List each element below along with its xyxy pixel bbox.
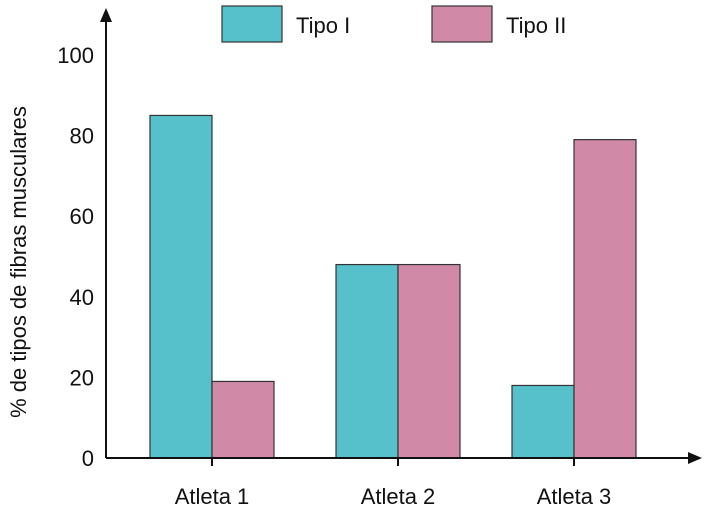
x-tick-label: Atleta 2 [361,484,436,509]
x-tick-label: Atleta 1 [175,484,250,509]
bars [149,114,637,459]
legend-label-tipo-i: Tipo I [296,13,350,38]
y-tick-label: 40 [70,285,94,310]
x-axis-arrow [688,452,702,464]
bar-tipo-i-atleta-2 [335,263,399,459]
bar-tipo-ii-atleta-2 [397,263,461,459]
y-tick-label: 0 [82,446,94,471]
x-tick-label: Atleta 3 [537,484,612,509]
bar-tipo-i-atleta-1 [149,114,213,459]
legend-label-tipo-ii: Tipo II [506,13,566,38]
legend: Tipo I Tipo II [221,5,566,43]
bar-tipo-i-atleta-3 [511,384,575,459]
axes [100,8,702,464]
y-tick-label: 100 [57,43,94,68]
y-tick-label: 20 [70,365,94,390]
y-axis-arrow [100,8,112,22]
bar-tipo-ii-atleta-3 [573,139,637,459]
legend-swatch-tipo-ii [431,5,493,43]
y-tick-label: 80 [70,124,94,149]
y-axis-label: % de tipos de fibras musculares [6,106,31,418]
x-axis-ticks: Atleta 1 Atleta 2 Atleta 3 [175,458,612,509]
y-axis-ticks: 0 20 40 60 80 100 [57,43,94,471]
legend-swatch-tipo-i [221,5,283,43]
bar-tipo-ii-atleta-1 [211,380,275,459]
y-tick-label: 60 [70,204,94,229]
